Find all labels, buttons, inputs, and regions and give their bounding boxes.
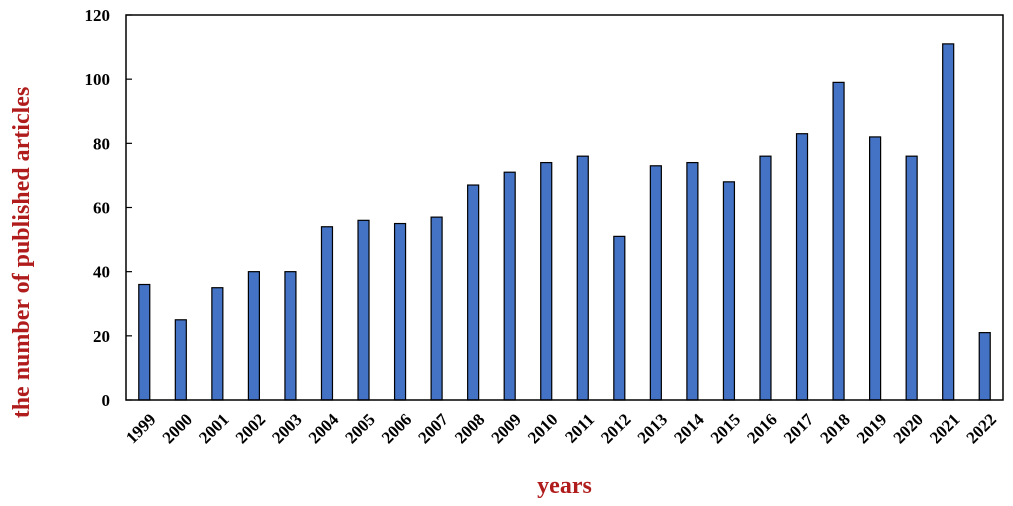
bar-2003: [284, 271, 297, 401]
bar-2006: [393, 222, 407, 401]
bar-2022: [978, 332, 991, 401]
bar-2002: [247, 271, 260, 401]
bars-group: [138, 43, 991, 401]
y-axis-title: the number of published articles: [9, 87, 35, 419]
bar-2009: [503, 171, 516, 401]
x-tick-label: 2020: [889, 410, 926, 447]
x-tick-label: 2008: [451, 410, 488, 447]
x-tick-label: 1999: [122, 410, 159, 447]
bar-2014: [686, 161, 699, 401]
x-tick-label: 2016: [743, 410, 780, 447]
bar-2012: [613, 235, 626, 401]
x-tick-label: 2015: [707, 410, 744, 447]
y-tick-label: 0: [102, 391, 111, 410]
x-tick-label: 2003: [268, 410, 305, 447]
bar-2007: [430, 216, 443, 401]
x-axis-ticks: 1999 2000 2001 2002 2003 2004 2005 2006 2007 2008…: [122, 410, 1000, 448]
x-tick-label: 2013: [634, 410, 671, 447]
bar-1999: [138, 283, 151, 401]
y-tick-label: 60: [93, 199, 110, 218]
y-tick-label: 20: [93, 327, 110, 346]
x-tick-label: 2005: [341, 410, 378, 447]
bar-2005: [357, 219, 370, 401]
x-tick-label: 2009: [488, 410, 525, 447]
x-tick-label: 2018: [816, 410, 853, 447]
bar-2019: [869, 136, 882, 401]
bar-2015: [722, 181, 736, 401]
bar-2016: [759, 155, 772, 401]
x-tick-label: 2022: [963, 410, 1000, 447]
x-tick-label: 2021: [926, 410, 963, 447]
bar-2021: [942, 43, 955, 401]
x-tick-label: 2012: [597, 410, 634, 447]
x-tick-label: 2000: [159, 410, 196, 447]
bar-2004: [320, 226, 334, 401]
bar-2010: [540, 161, 553, 401]
x-tick-label: 2004: [305, 410, 343, 448]
x-tick-label: 2001: [195, 410, 232, 447]
bar-2013: [649, 165, 662, 401]
x-tick-label: 2006: [378, 410, 415, 447]
y-tick-label: 80: [93, 134, 110, 153]
bar-2020: [905, 155, 918, 401]
x-tick-label: 2010: [524, 410, 561, 447]
x-tick-label: 2014: [670, 410, 708, 448]
x-tick-label: 2007: [414, 410, 452, 448]
y-tick-label: 100: [85, 70, 111, 89]
x-tick-label: 2002: [232, 410, 269, 447]
y-axis-ticks: 0 20 40 60 80 100 120: [85, 6, 132, 410]
bar-2018: [832, 81, 845, 401]
bar-2008: [467, 184, 480, 401]
plot-frame: [125, 14, 1004, 401]
y-tick-label: 120: [85, 6, 111, 25]
x-tick-label: 2019: [853, 410, 890, 447]
bar-2017: [795, 133, 809, 401]
x-axis-title: years: [537, 473, 592, 499]
x-tick-label: 2017: [780, 410, 818, 448]
x-tick-label: 2011: [561, 410, 598, 447]
bar-2011: [576, 155, 589, 401]
bar-2001: [211, 287, 224, 401]
bar-2000: [174, 319, 187, 401]
y-tick-label: 40: [93, 263, 110, 282]
